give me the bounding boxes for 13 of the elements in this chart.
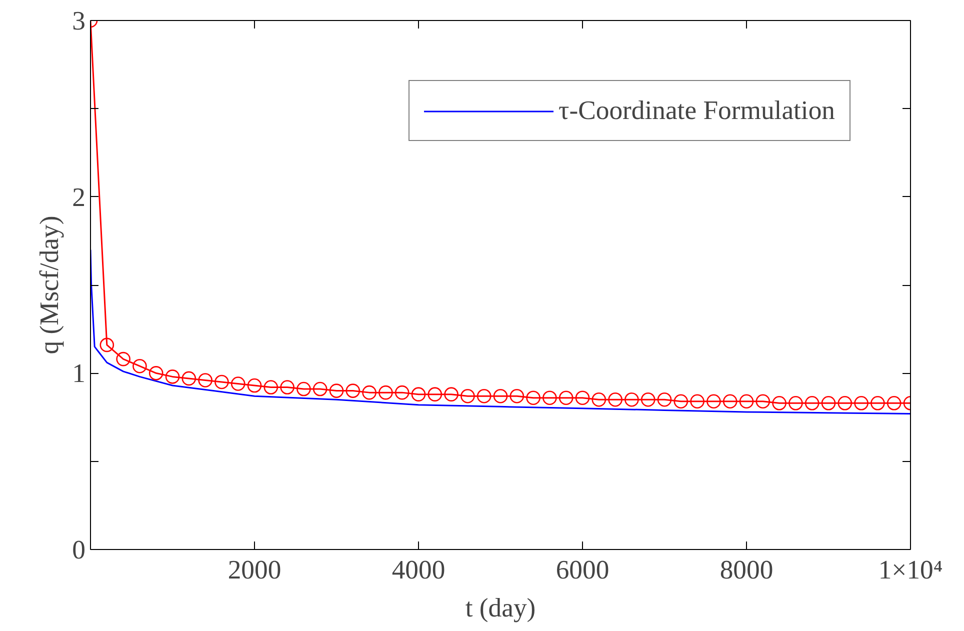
x-tick-label: 4000 bbox=[392, 554, 446, 584]
y-tick-label: 1 bbox=[72, 358, 86, 388]
line-series bbox=[90, 248, 910, 414]
y-tick-label: 2 bbox=[72, 182, 86, 212]
x-tick-label: 1×10⁴ bbox=[878, 554, 943, 584]
y-axis-title: q (Mscf/day) bbox=[34, 216, 64, 354]
x-tick-label: 8000 bbox=[720, 554, 774, 584]
x-tick-label: 2000 bbox=[228, 554, 282, 584]
y-tick-label: 3 bbox=[72, 6, 86, 36]
x-tick-label: 6000 bbox=[556, 554, 610, 584]
legend-label: τ-Coordinate Formulation bbox=[558, 95, 835, 126]
y-tick-label: 0 bbox=[72, 534, 86, 564]
x-axis-title: t (day) bbox=[465, 592, 536, 622]
